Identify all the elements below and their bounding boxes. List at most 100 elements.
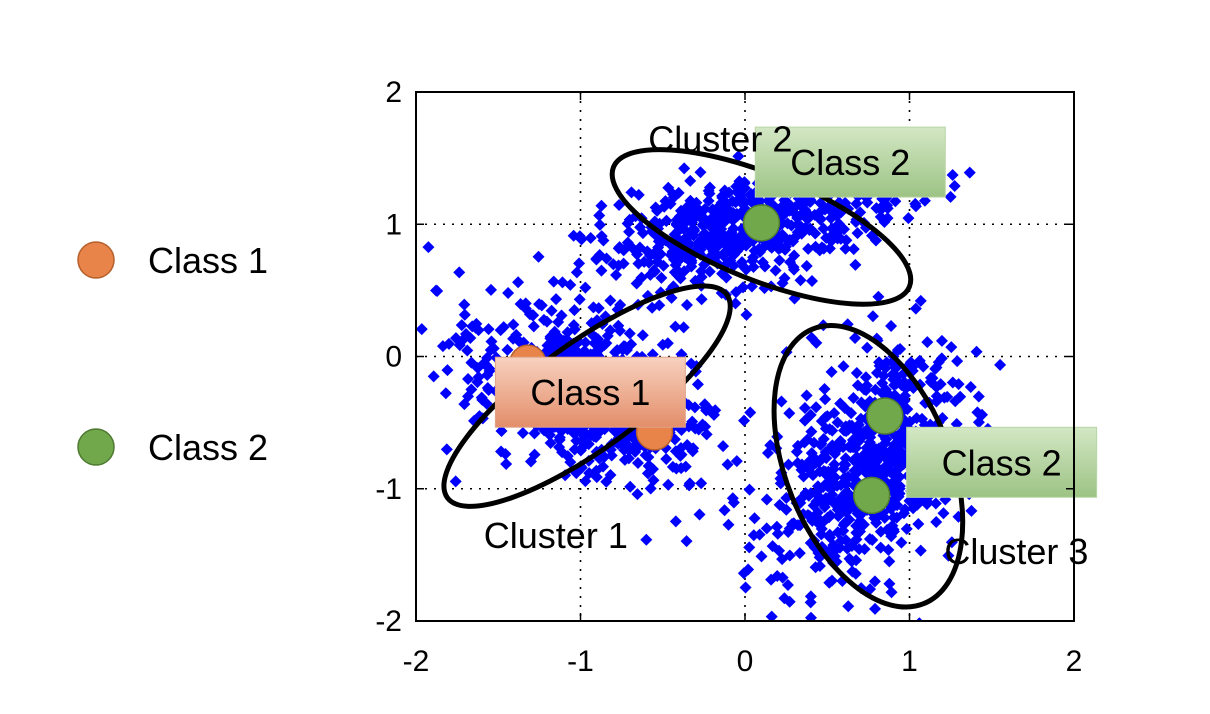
scatter-point (791, 456, 804, 469)
scatter-point (532, 250, 545, 263)
scatter-point (795, 492, 808, 505)
scatter-point (856, 429, 869, 442)
scatter-point (728, 248, 741, 261)
scatter-point (510, 328, 523, 341)
scatter-point (674, 442, 687, 455)
scatter-point (870, 455, 883, 468)
scatter-point (853, 543, 866, 556)
scatter-point (595, 230, 608, 243)
scatter-point (814, 438, 827, 451)
class-label-box-bg (906, 426, 1098, 498)
scatter-point (738, 182, 751, 195)
scatter-point (847, 441, 860, 454)
scatter-point (805, 425, 818, 438)
scatter-point (700, 404, 713, 417)
y-tick-label-0: -2 (375, 605, 402, 638)
scatter-point (935, 352, 948, 365)
scatter-point (662, 181, 675, 194)
scatter-point (439, 387, 452, 400)
scatter-point (810, 336, 823, 349)
scatter-point (775, 395, 788, 408)
scatter-point (944, 190, 957, 203)
scatter-point (660, 453, 673, 466)
scatter-point (617, 244, 630, 257)
scatter-point (883, 465, 896, 478)
scatter-point (776, 209, 789, 222)
scatter-point (819, 422, 832, 435)
scatter-point (753, 242, 766, 255)
scatter-point (654, 248, 667, 261)
scatter-point (449, 475, 462, 488)
scatter-point (753, 528, 766, 541)
scatter-point (556, 276, 569, 289)
scatter-point (462, 373, 475, 386)
scatter-point (909, 302, 922, 315)
scatter-point (635, 271, 648, 284)
scatter-point (696, 418, 709, 431)
scatter-point (691, 378, 704, 391)
scatter-point (662, 478, 675, 491)
scatter-point (672, 186, 685, 199)
scatter-point (805, 460, 818, 473)
scatter-point (678, 162, 691, 175)
scatter-point (840, 234, 853, 247)
scatter-point (883, 555, 896, 568)
scatter-point (677, 321, 690, 334)
y-tick-label-2: 0 (385, 341, 402, 374)
scatter-point (858, 383, 871, 396)
legend-label-class-2: Class 2 (148, 427, 268, 468)
scatter-point (632, 257, 645, 270)
scatter-point (760, 493, 773, 506)
class-label-boxes: Class 2 Class 1 Class 2 (494, 126, 1098, 498)
class-label-box-1: Class 2 (754, 126, 946, 198)
scatter-point (914, 544, 927, 557)
scatter-point (963, 166, 976, 179)
scatter-point (883, 577, 896, 590)
scatter-point (625, 338, 638, 351)
scatter-point (948, 180, 961, 193)
scatter-point (547, 275, 560, 288)
scatter-point (575, 233, 588, 246)
scatter-point (801, 213, 814, 226)
scatter-point (586, 425, 599, 438)
scatter-point (593, 218, 606, 231)
class-point-4 (866, 397, 904, 435)
scatter-point (675, 448, 688, 461)
scatter-point (711, 249, 724, 262)
scatter-point (666, 460, 679, 473)
scatter-point (740, 624, 752, 636)
scatter-point (680, 535, 693, 548)
scatter-point (885, 319, 898, 332)
scatter-point (579, 281, 592, 294)
scatter-point (818, 500, 831, 513)
scatter-point (895, 536, 908, 549)
scatter-point (742, 563, 755, 576)
scatter-point (593, 248, 606, 261)
scatter-point (676, 219, 689, 232)
scatter-point (803, 510, 816, 523)
scatter-point (972, 390, 985, 403)
scatter-point (945, 341, 958, 354)
scatter-point (851, 227, 864, 240)
scatter-point (899, 389, 912, 402)
scatter-point (395, 379, 407, 391)
scatter-point (837, 360, 850, 373)
scatter-point (868, 575, 881, 588)
scatter-point (550, 293, 563, 306)
scatter-point (449, 332, 462, 345)
class-label-box-text: Class 2 (790, 142, 910, 183)
scatter-point (703, 265, 716, 278)
scatter-point (915, 412, 928, 425)
scatter-point (753, 194, 766, 207)
scatter-point (686, 445, 699, 458)
scatter-point (869, 383, 882, 396)
scatter-point (461, 344, 474, 357)
scatter-point (790, 445, 803, 458)
scatter-point (722, 518, 735, 531)
scatter-point (778, 592, 791, 605)
scatter-point (523, 308, 536, 321)
scatter-point (824, 230, 837, 243)
scatter-point (849, 258, 862, 271)
scatter-point (533, 298, 546, 311)
scatter-point (590, 344, 603, 357)
